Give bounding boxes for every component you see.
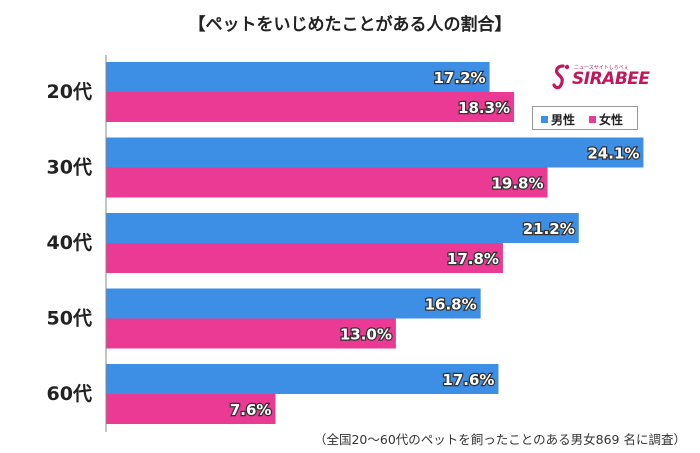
bar-male [106,137,644,168]
bar-female [106,394,276,424]
bar-female [106,243,503,273]
logo-subtext: ニュースサイトしらべぇ [574,65,629,71]
bar-male [106,213,579,243]
legend-item-male: 男性 [541,111,575,128]
bar-male [106,62,490,92]
data-label-male: 17.2% [434,69,486,87]
data-label-female: 17.8% [447,250,499,268]
data-label-male: 16.8% [425,296,477,314]
data-label-male: 24.1% [587,145,639,163]
survey-note: （全国20～60代のペットを飼ったことのある男女869 名に調査） [313,432,686,447]
category-label: 30代 [47,157,92,179]
chart-title: 【ペットをいじめたことがある人の割合】 [188,15,512,35]
data-label-female: 13.0% [340,326,392,344]
category-label: 40代 [47,232,92,254]
bar-male [106,288,481,319]
sirabee-logo: ニュースサイトしらべぇ SIRABEE [552,63,650,91]
data-label-female: 7.6% [230,401,272,419]
bar-female [106,167,548,198]
data-label-female: 19.8% [491,175,543,193]
legend: 男性 女性 [532,106,638,130]
data-label-female: 18.3% [458,99,510,117]
data-label-male: 17.6% [442,371,494,389]
category-label: 50代 [47,308,92,330]
bar-male [106,364,499,394]
legend-label-female: 女性 [599,113,624,127]
bar-female [106,92,515,122]
category-label: 20代 [47,81,92,103]
data-label-male: 21.2% [523,220,575,238]
bar-female [106,318,396,349]
logo-mark-icon [552,64,570,90]
category-label: 60代 [47,383,92,405]
logo-text: SIRABEE [572,69,650,89]
legend-swatch-female [589,116,596,123]
legend-swatch-male [541,116,548,123]
legend-label-male: 男性 [551,113,576,127]
legend-item-female: 女性 [589,111,623,128]
